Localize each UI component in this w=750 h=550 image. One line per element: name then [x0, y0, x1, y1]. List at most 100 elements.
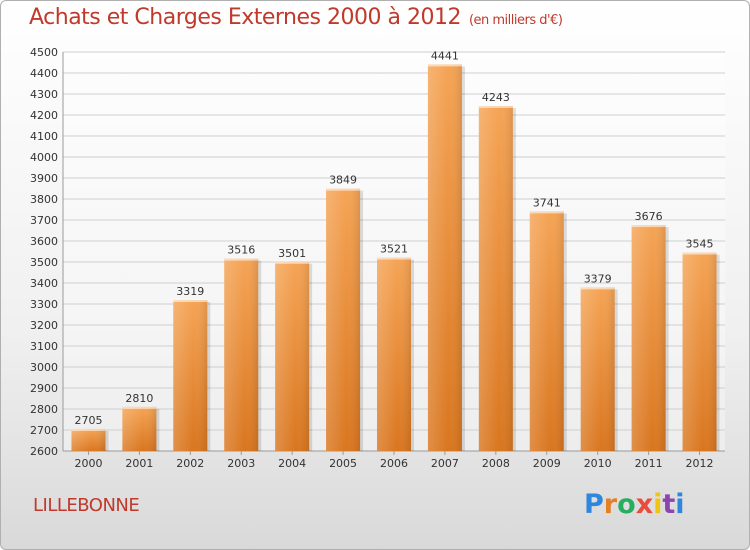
logo-letter: x [635, 489, 654, 520]
y-tick-label: 3800 [30, 193, 58, 206]
x-tick-label: 2006 [380, 457, 408, 470]
bar-highlight [631, 225, 666, 451]
x-tick-label: 2005 [329, 457, 357, 470]
y-tick-label: 4500 [30, 46, 58, 59]
x-tick-label: 2012 [686, 457, 714, 470]
bar-top-edge [682, 252, 717, 255]
bar-highlight [71, 428, 106, 451]
bar-highlight [682, 252, 717, 451]
chart-title-block: Achats et Charges Externes 2000 à 2012 (e… [29, 5, 563, 30]
bar-top-edge [427, 64, 462, 67]
x-axis-ticks: 2000 2001 2002 2003 2004 2005 2006 2007 2008 2009… [74, 451, 714, 470]
y-tick-label: 2800 [30, 403, 58, 416]
bar-group-2002: 3319 [173, 285, 211, 451]
y-tick-label: 4300 [30, 88, 58, 101]
bar-highlight [427, 64, 462, 451]
bar-group-2009: 3741 [529, 196, 567, 451]
x-tick-label: 2011 [635, 457, 663, 470]
proxiti-logo[interactable]: Proxiti [584, 489, 685, 525]
bar-highlight [377, 257, 411, 451]
bar-highlight [173, 300, 208, 451]
bar-value-label: 2810 [125, 392, 153, 405]
x-tick-label: 2008 [482, 457, 510, 470]
y-tick-label: 2600 [30, 445, 58, 458]
bar-group-2008: 4243 [478, 91, 516, 451]
bar-value-label: 4441 [431, 49, 459, 62]
bar-value-label: 3521 [380, 243, 408, 256]
bar-top-edge [224, 258, 259, 261]
logo-letter: i [653, 489, 663, 520]
bars: 2705 2810 3319 3516 3501 3849 3521 4441 4243 3741… [71, 49, 720, 451]
y-tick-label: 3100 [30, 340, 58, 353]
bar-value-label: 2705 [74, 414, 102, 427]
bar-highlight [275, 261, 310, 451]
bar-highlight [224, 258, 259, 451]
bar-group-2000: 2705 [71, 414, 109, 451]
bar-group-2005: 3849 [326, 174, 364, 451]
y-tick-label: 3700 [30, 214, 58, 227]
logo-letter: P [584, 489, 604, 520]
bar-top-edge [71, 428, 106, 431]
bar-value-label: 3516 [227, 244, 255, 257]
x-tick-label: 2001 [125, 457, 153, 470]
town-name: LILLEBONNE [33, 495, 140, 516]
logo-letter: i [675, 489, 685, 520]
y-tick-label: 3300 [30, 298, 58, 311]
bar-value-label: 4243 [482, 91, 510, 104]
bar-value-label: 3849 [329, 174, 357, 187]
bar-top-edge [122, 406, 157, 409]
y-axis-ticks: 2600 2700 2800 2900 3000 3100 3200 3300 3400 3500… [30, 46, 58, 458]
bar-value-label: 3545 [686, 238, 714, 251]
bar-top-edge [631, 225, 666, 228]
chart-title: Achats et Charges Externes 2000 à 2012 [29, 5, 461, 30]
logo-letter: o [617, 489, 636, 520]
y-tick-label: 4000 [30, 151, 58, 164]
x-tick-label: 2007 [431, 457, 459, 470]
bar-group-2003: 3516 [224, 244, 262, 451]
y-tick-label: 3600 [30, 235, 58, 248]
bar-group-2011: 3676 [631, 210, 669, 451]
bar-group-2012: 3545 [682, 238, 720, 451]
bar-group-2010: 3379 [580, 272, 618, 451]
y-tick-label: 3200 [30, 319, 58, 332]
x-tick-label: 2002 [176, 457, 204, 470]
bar-group-2006: 3521 [377, 243, 414, 451]
x-tick-label: 2010 [584, 457, 612, 470]
bar-top-edge [326, 188, 361, 191]
bar-group-2004: 3501 [275, 247, 313, 451]
bar-group-2001: 2810 [122, 392, 160, 451]
y-tick-label: 4400 [30, 67, 58, 80]
bar-highlight [326, 188, 361, 451]
x-tick-label: 2000 [74, 457, 102, 470]
chart-subtitle: (en milliers d'€) [468, 13, 563, 28]
bar-highlight [529, 211, 564, 451]
bar-value-label: 3319 [176, 285, 204, 298]
bar-top-edge [478, 105, 513, 108]
logo-letter: t [662, 489, 676, 520]
y-tick-label: 3400 [30, 277, 58, 290]
bar-top-edge [173, 300, 208, 303]
bar-top-edge [529, 211, 564, 214]
bar-value-label: 3676 [635, 210, 663, 223]
y-tick-label: 3500 [30, 256, 58, 269]
y-tick-label: 2900 [30, 382, 58, 395]
bar-top-edge [580, 287, 615, 290]
x-tick-label: 2003 [227, 457, 255, 470]
x-tick-label: 2009 [533, 457, 561, 470]
logo-letter: r [603, 489, 618, 520]
y-tick-label: 3000 [30, 361, 58, 374]
bar-highlight [478, 105, 513, 451]
bar-top-edge [275, 261, 310, 264]
y-tick-label: 2700 [30, 424, 58, 437]
x-tick-label: 2004 [278, 457, 306, 470]
y-tick-label: 4100 [30, 130, 58, 143]
bar-value-label: 3501 [278, 247, 306, 260]
bar-top-edge [377, 257, 411, 260]
bar-value-label: 3379 [584, 272, 612, 285]
y-tick-label: 4200 [30, 109, 58, 122]
bar-highlight [122, 406, 157, 451]
bar-value-label: 3741 [533, 196, 561, 209]
y-tick-label: 3900 [30, 172, 58, 185]
